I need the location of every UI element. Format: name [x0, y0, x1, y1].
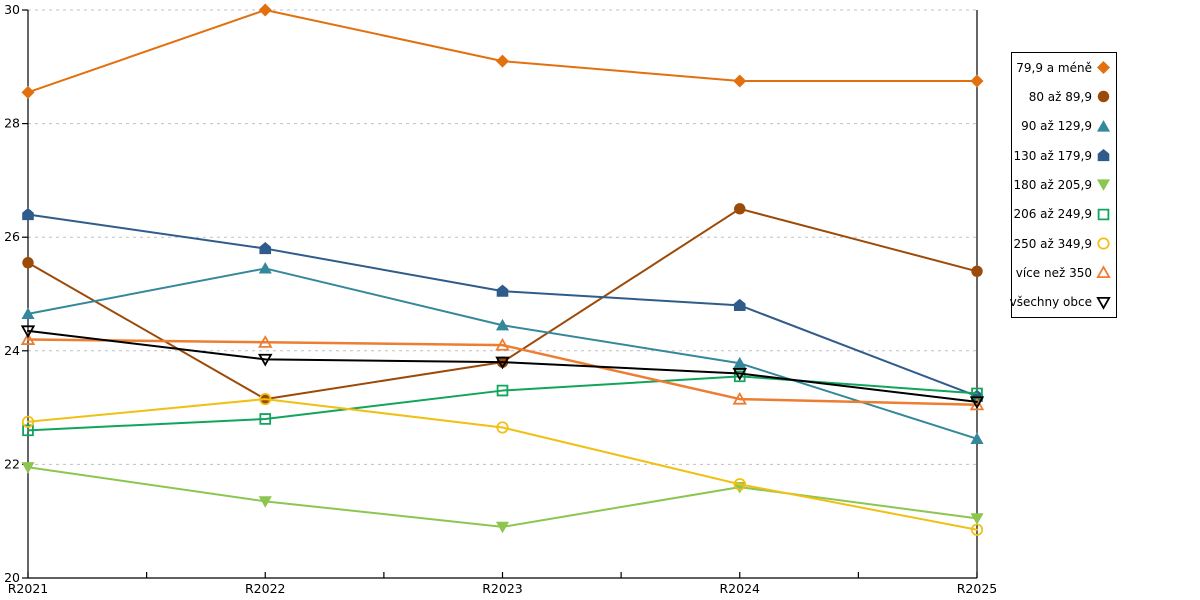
pentagon-glyph: [1097, 149, 1110, 162]
triangle-down-marker: [495, 521, 510, 534]
y-tick-label-28: 28: [4, 116, 20, 131]
y-tick-label-30: 30: [4, 2, 20, 17]
series-line-7: [26, 338, 979, 407]
triangle-down-marker: [970, 513, 984, 525]
series-line-8: [27, 329, 978, 403]
triangle-up-marker: [258, 262, 272, 274]
circle-marker: [496, 421, 509, 434]
square-marker: [22, 424, 34, 437]
triangle-up-marker: [495, 318, 510, 331]
triangle-up-marker: [970, 432, 984, 444]
triangle-down-marker: [258, 353, 273, 367]
square-marker: [733, 370, 746, 383]
circle-glyph: [1097, 237, 1110, 250]
square-marker: [496, 384, 509, 397]
triangle-down-legend-marker-icon: [1096, 179, 1111, 192]
circle-legend-marker-icon: [1097, 91, 1110, 103]
triangle-up-marker: [969, 397, 985, 411]
legend-item-7: více než 350: [1012, 258, 1116, 287]
square-marker: [259, 413, 272, 425]
triangle-down-marker: [495, 356, 510, 370]
y-tick-label-26: 26: [4, 229, 20, 244]
diamond-marker: [258, 3, 272, 17]
triangle-up-legend-marker-icon: [1096, 119, 1111, 132]
legend-item-1: 80 až 89,9: [1012, 82, 1116, 111]
circle-marker: [259, 392, 272, 406]
x-tick-label-R2025: R2025: [957, 581, 998, 596]
x-tick-label-R2022: R2022: [245, 581, 286, 596]
legend-item-4: 180 až 205,9: [1012, 170, 1116, 199]
triangle-down-marker: [969, 396, 985, 410]
y-tick-label-24: 24: [4, 343, 20, 358]
legend-label: více než 350: [1015, 265, 1092, 280]
pentagon-legend-marker-icon: [1097, 149, 1110, 162]
legend-label: 130 až 179,9: [1013, 148, 1092, 163]
triangle-up-legend-marker-icon: [1096, 265, 1111, 279]
legend-item-2: 90 až 129,9: [1012, 112, 1116, 141]
diamond-marker: [970, 74, 984, 88]
series-line-4: [27, 466, 978, 528]
triangle-up-glyph: [1096, 265, 1111, 279]
legend-item-0: 79,9 a méně: [1012, 53, 1116, 82]
triangle-down-legend-marker-icon: [1096, 296, 1111, 310]
circle-marker: [970, 523, 984, 536]
diamond-legend-marker-icon: [1096, 61, 1111, 75]
legend-item-6: 250 až 349,9: [1012, 229, 1116, 258]
legend-label: všechny obce: [1009, 295, 1092, 310]
x-tick-label-R2024: R2024: [720, 581, 761, 596]
y-tick-label-22: 22: [4, 456, 20, 471]
triangle-up-marker: [733, 356, 747, 369]
triangle-down-marker: [258, 496, 272, 508]
circle-marker: [734, 203, 746, 215]
triangle-down-marker: [20, 325, 36, 339]
circle-marker: [733, 478, 746, 491]
square-glyph: [1097, 208, 1110, 221]
circle-marker: [22, 257, 34, 269]
x-tick-label-R2021: R2021: [8, 581, 49, 596]
pentagon-marker: [259, 242, 272, 255]
triangle-up-marker: [21, 307, 35, 319]
y-tick-label-20: 20: [4, 570, 20, 585]
diamond-marker: [495, 54, 510, 68]
legend-label: 250 až 349,9: [1013, 236, 1092, 251]
triangle-down-glyph: [1096, 296, 1111, 310]
triangle-up-marker: [258, 335, 273, 348]
pentagon-marker: [496, 284, 509, 297]
pentagon-marker: [22, 207, 34, 221]
diamond-marker: [21, 85, 35, 99]
legend-label: 206 až 249,9: [1013, 207, 1092, 222]
triangle-up-marker: [495, 337, 510, 351]
triangle-up-marker: [20, 332, 36, 345]
diamond-marker: [733, 74, 747, 88]
series-line-0: [27, 9, 978, 94]
series-line-6: [27, 398, 978, 531]
circle-marker: [971, 265, 983, 277]
circle-legend-marker-icon: [1097, 237, 1110, 250]
pentagon-marker: [733, 298, 746, 311]
square-legend-marker-icon: [1097, 208, 1110, 221]
triangle-up-glyph: [1096, 119, 1111, 132]
legend-label: 79,9 a méně: [1016, 60, 1092, 75]
x-tick-label-R2023: R2023: [482, 581, 523, 596]
legend-item-8: všechny obce: [1009, 288, 1116, 317]
triangle-down-glyph: [1096, 179, 1111, 192]
diamond-glyph: [1096, 61, 1111, 75]
legend-label: 80 až 89,9: [1028, 89, 1092, 104]
legend: 79,9 a méně 80 až 89,9 90 až 129,9 130 až 1…: [1009, 52, 1117, 318]
legend-label: 90 až 129,9: [1021, 119, 1092, 134]
legend-item-3: 130 až 179,9: [1012, 141, 1116, 170]
triangle-down-marker: [732, 368, 747, 381]
legend-item-5: 206 až 249,9: [1012, 200, 1116, 229]
legend-label: 180 až 205,9: [1013, 177, 1092, 192]
circle-glyph: [1097, 91, 1110, 103]
triangle-down-marker: [21, 462, 35, 474]
circle-marker: [21, 415, 35, 428]
triangle-up-marker: [732, 391, 747, 405]
